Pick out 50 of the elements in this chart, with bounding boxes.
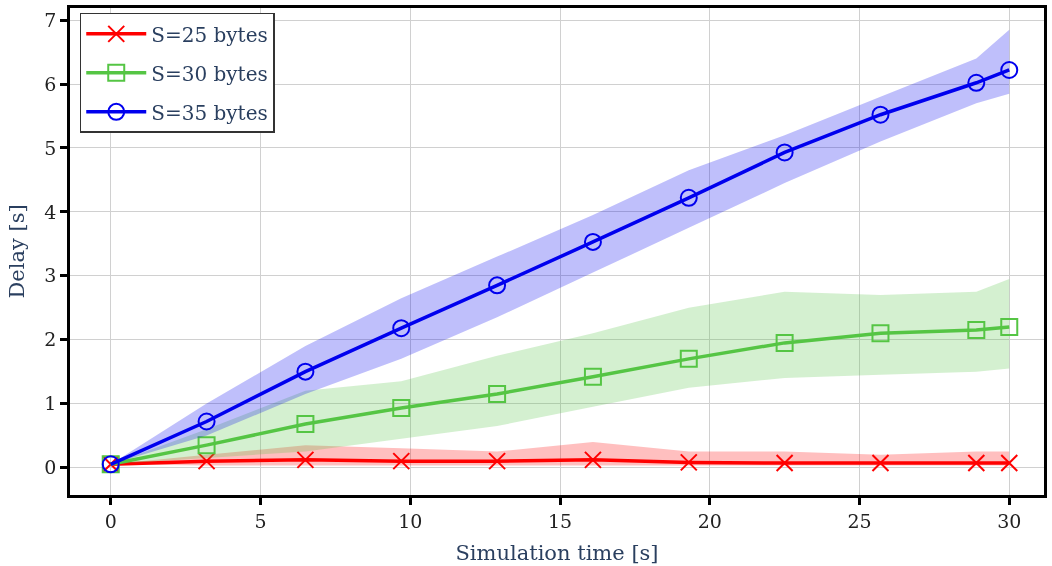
y-tick-label: 7 (44, 8, 57, 31)
y-tick-label: 4 (44, 200, 57, 223)
point (1000, 317, 1019, 336)
point (679, 349, 698, 368)
point (967, 454, 986, 473)
point (967, 73, 986, 92)
x-tick-label: 20 (697, 509, 722, 532)
legend-label: S=25 bytes (151, 22, 268, 47)
point (1000, 454, 1019, 473)
point (392, 452, 411, 471)
x-tick-label: 5 (254, 509, 267, 532)
legend-label: S=30 bytes (151, 61, 268, 86)
x-tick-label: 10 (398, 509, 423, 532)
y-tick-label: 0 (44, 456, 57, 479)
x-tick-label: 15 (547, 509, 573, 532)
point (197, 436, 216, 455)
y-tick-label: 3 (44, 264, 57, 287)
x-tick-label: 25 (847, 509, 872, 532)
point (967, 321, 986, 340)
y-tick-label: 5 (44, 136, 57, 159)
point (296, 415, 315, 434)
y-tick-label: 1 (44, 392, 57, 415)
point (1000, 60, 1019, 79)
point (392, 399, 411, 418)
point (488, 452, 507, 471)
point (679, 453, 698, 472)
point (871, 454, 890, 473)
point (197, 452, 216, 471)
y-tick-label: 2 (44, 328, 57, 351)
x-tick-label: 30 (997, 509, 1022, 532)
point (488, 385, 507, 404)
point (583, 450, 602, 469)
point (775, 333, 794, 352)
y-axis-title: Delay [s] (4, 204, 29, 299)
point (871, 105, 890, 124)
point (392, 319, 411, 338)
point (871, 324, 890, 343)
point (775, 143, 794, 162)
point (679, 188, 698, 207)
point (583, 232, 602, 251)
point (296, 450, 315, 469)
point (488, 276, 507, 295)
x-axis-title: Simulation time [s] (455, 540, 659, 565)
point (197, 412, 216, 431)
point (296, 362, 315, 381)
x-tick-label: 0 (104, 509, 117, 532)
point (583, 367, 602, 386)
point (775, 454, 794, 473)
legend-label: S=35 bytes (151, 100, 268, 125)
y-tick-label: 6 (44, 72, 57, 95)
